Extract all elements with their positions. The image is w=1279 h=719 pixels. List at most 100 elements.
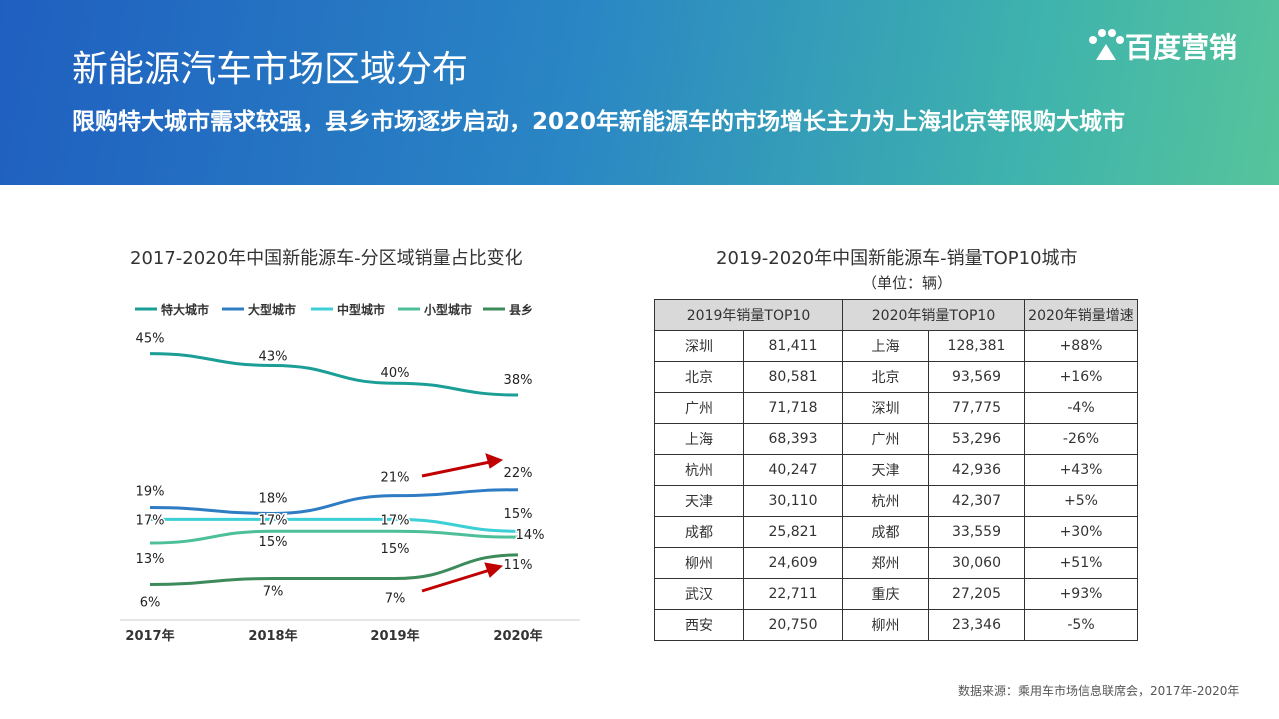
header-cell: 2019年销量TOP10 bbox=[654, 299, 843, 331]
table-row: 武汉 22,711 重庆 27,205 +93% bbox=[654, 578, 1138, 610]
data-label: 38% bbox=[504, 373, 533, 388]
table-cell: 杭州 bbox=[842, 485, 929, 517]
series-line bbox=[149, 488, 519, 515]
table-cell: 68,393 bbox=[743, 423, 843, 455]
series-line bbox=[149, 553, 519, 586]
table-cell: 53,296 bbox=[928, 423, 1025, 455]
table-cell: 27,205 bbox=[928, 578, 1025, 610]
table-cell: 北京 bbox=[654, 361, 744, 393]
legend-label: 县乡 bbox=[509, 302, 533, 317]
table-cell: 重庆 bbox=[842, 578, 929, 610]
x-tick-label: 2019年 bbox=[370, 628, 419, 644]
data-label: 15% bbox=[381, 542, 410, 557]
x-tick-label: 2018年 bbox=[248, 628, 297, 644]
legend-label: 小型城市 bbox=[424, 302, 472, 317]
table-cell: 42,307 bbox=[928, 485, 1025, 517]
logo-text: 百度营销 bbox=[1125, 31, 1238, 64]
table-cell: 77,775 bbox=[928, 392, 1025, 424]
series-line bbox=[149, 517, 519, 533]
logo: 百度营销 bbox=[1085, 26, 1237, 66]
trend-arrow bbox=[421, 453, 504, 593]
table-row: 天津 30,110 杭州 42,307 +5% bbox=[654, 485, 1138, 517]
table-cell: +30% bbox=[1024, 516, 1138, 548]
table-cell: 郑州 bbox=[842, 547, 929, 579]
legend-label: 大型城市 bbox=[248, 302, 296, 317]
table-cell: +51% bbox=[1024, 547, 1138, 579]
table-cell: +5% bbox=[1024, 485, 1138, 517]
table-row: 柳州 24,609 郑州 30,060 +51% bbox=[654, 547, 1138, 579]
table-cell: 武汉 bbox=[654, 578, 744, 610]
table-cell: 柳州 bbox=[842, 609, 929, 641]
table-cell: 128,381 bbox=[928, 330, 1025, 362]
table-cell: 71,718 bbox=[743, 392, 843, 424]
table-cell: 北京 bbox=[842, 361, 929, 393]
table-cell: 广州 bbox=[842, 423, 929, 455]
table-unit: （单位：辆） bbox=[862, 274, 953, 292]
table-cell: 93,569 bbox=[928, 361, 1025, 393]
table-row: 深圳 81,411 上海 128,381 +88% bbox=[654, 330, 1138, 362]
chart-title: 2017-2020年中国新能源车-分区域销量占比变化 bbox=[130, 248, 523, 269]
data-label: 11% bbox=[504, 558, 533, 573]
table-cell: 25,821 bbox=[743, 516, 843, 548]
table-row: 成都 25,821 成都 33,559 +30% bbox=[654, 516, 1138, 548]
table-cell: 西安 bbox=[654, 609, 744, 641]
table-cell: +16% bbox=[1024, 361, 1138, 393]
table-cell: 天津 bbox=[654, 485, 744, 517]
x-tick-label: 2017年 bbox=[125, 628, 174, 644]
data-label: 43% bbox=[259, 349, 288, 364]
table-cell: -26% bbox=[1024, 423, 1138, 455]
table-cell: 22,711 bbox=[743, 578, 843, 610]
table-row: 杭州 40,247 天津 42,936 +43% bbox=[654, 454, 1138, 486]
table-cell: +93% bbox=[1024, 578, 1138, 610]
data-label: 45% bbox=[136, 332, 165, 347]
table-cell: 30,110 bbox=[743, 485, 843, 517]
table-cell: 深圳 bbox=[654, 330, 744, 362]
data-label: 7% bbox=[385, 592, 406, 607]
data-label: 18% bbox=[259, 491, 288, 506]
data-label: 21% bbox=[381, 471, 410, 486]
table-cell: 成都 bbox=[654, 516, 744, 548]
table-cell: 80,581 bbox=[743, 361, 843, 393]
source-note: 数据来源：乘用车市场信息联席会，2017年-2020年 bbox=[958, 684, 1240, 698]
table-cell: 天津 bbox=[842, 454, 929, 486]
table-cell: 81,411 bbox=[743, 330, 843, 362]
table-title: 2019-2020年中国新能源车-销量TOP10城市 bbox=[716, 248, 1078, 269]
table-cell: 上海 bbox=[842, 330, 929, 362]
data-label: 7% bbox=[263, 585, 284, 600]
table-cell: 23,346 bbox=[928, 609, 1025, 641]
table-row: 上海 68,393 广州 53,296 -26% bbox=[654, 423, 1138, 455]
slide-subtitle: 限购特大城市需求较强，县乡市场逐步启动，2020年新能源车的市场增长主力为上海北… bbox=[72, 109, 1126, 135]
table-cell: 广州 bbox=[654, 392, 744, 424]
data-label: 15% bbox=[259, 535, 288, 550]
table-cell: 成都 bbox=[842, 516, 929, 548]
series-line bbox=[149, 352, 519, 397]
data-label: 17% bbox=[259, 513, 288, 528]
data-label: 15% bbox=[504, 507, 533, 522]
data-label: 17% bbox=[381, 513, 410, 528]
top10-table: 2019年销量TOP10 2020年销量TOP10 2020年销量增速 深圳 81,41… bbox=[654, 299, 1138, 641]
table-cell: 深圳 bbox=[842, 392, 929, 424]
table-cell: +43% bbox=[1024, 454, 1138, 486]
logo-icon bbox=[1089, 29, 1124, 60]
table-cell: 24,609 bbox=[743, 547, 843, 579]
legend-label: 中型城市 bbox=[337, 302, 385, 317]
legend-label: 特大城市 bbox=[161, 302, 209, 317]
table-cell: -5% bbox=[1024, 609, 1138, 641]
slide-title: 新能源汽车市场区域分布 bbox=[72, 49, 469, 90]
table-row: 北京 80,581 北京 93,569 +16% bbox=[654, 361, 1138, 393]
header-row: 2019年销量TOP10 2020年销量TOP10 2020年销量增速 bbox=[654, 299, 1138, 331]
data-label: 40% bbox=[381, 366, 410, 381]
header-cell: 2020年销量TOP10 bbox=[842, 299, 1025, 331]
table-row: 西安 20,750 柳州 23,346 -5% bbox=[654, 609, 1138, 641]
data-label: 6% bbox=[140, 595, 161, 610]
data-label: 19% bbox=[136, 485, 165, 500]
table-cell: 42,936 bbox=[928, 454, 1025, 486]
table-cell: 上海 bbox=[654, 423, 744, 455]
table-cell: 杭州 bbox=[654, 454, 744, 486]
chart: 2017年 2018年 2019年 2020年 特大城市 45% 43% 40% 38% 大型城市… bbox=[120, 302, 580, 644]
data-label: 22% bbox=[504, 466, 533, 481]
data-label: 13% bbox=[136, 552, 165, 567]
series-line bbox=[149, 529, 519, 545]
header-band bbox=[0, 0, 1279, 185]
